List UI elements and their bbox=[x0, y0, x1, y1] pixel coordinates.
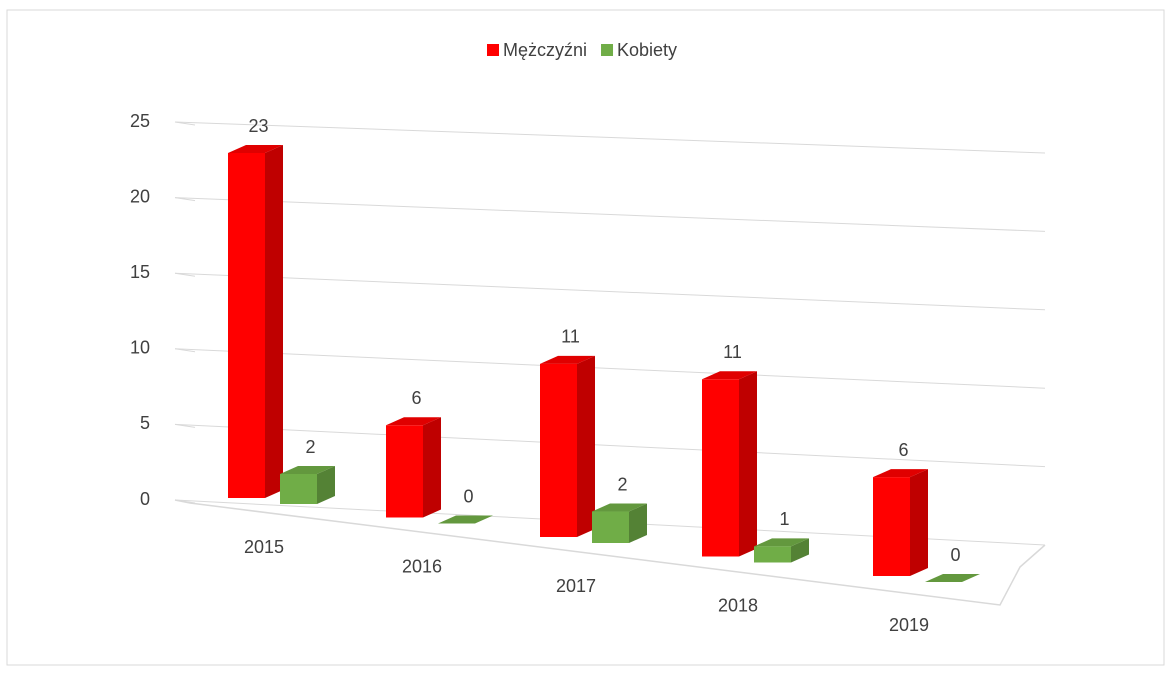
y-tick-label: 5 bbox=[140, 413, 150, 433]
side-wall-line bbox=[174, 423, 196, 428]
bar-side bbox=[423, 417, 441, 518]
bar-side bbox=[577, 355, 595, 537]
bar bbox=[702, 379, 739, 557]
bar-top bbox=[228, 145, 283, 153]
data-label: 11 bbox=[723, 342, 742, 362]
y-tick-label: 10 bbox=[130, 338, 150, 358]
side-wall-line bbox=[174, 197, 196, 202]
bar bbox=[754, 546, 791, 563]
bar-top bbox=[386, 417, 441, 426]
y-tick-label: 25 bbox=[130, 111, 150, 131]
bar bbox=[540, 363, 577, 537]
bar-top bbox=[438, 515, 493, 524]
bar-top bbox=[873, 469, 928, 478]
bar-top bbox=[754, 538, 809, 547]
bar-top bbox=[702, 371, 757, 380]
data-label: 2 bbox=[617, 474, 627, 494]
data-label: 11 bbox=[561, 327, 580, 347]
side-wall-line bbox=[174, 272, 196, 277]
bar bbox=[228, 153, 265, 498]
floor-edge bbox=[174, 499, 1046, 606]
x-tick-label: 2018 bbox=[718, 595, 758, 615]
data-label: 0 bbox=[950, 545, 960, 565]
grid-line bbox=[174, 348, 1046, 389]
bar bbox=[280, 474, 317, 504]
bar bbox=[592, 511, 629, 543]
bar-side bbox=[629, 503, 647, 543]
x-tick-label: 2016 bbox=[402, 556, 442, 576]
x-tick-label: 2015 bbox=[244, 537, 284, 557]
data-label: 1 bbox=[779, 509, 789, 529]
bar-side bbox=[739, 371, 757, 557]
bar bbox=[873, 477, 910, 576]
y-tick-label: 20 bbox=[130, 186, 150, 206]
data-label: 23 bbox=[248, 116, 268, 136]
grid-line bbox=[174, 121, 1046, 154]
grid-line bbox=[174, 272, 1046, 311]
side-wall-line bbox=[174, 121, 196, 126]
legend-swatch bbox=[601, 44, 614, 56]
chart-border bbox=[6, 9, 1165, 666]
data-label: 6 bbox=[411, 388, 421, 408]
grid-line bbox=[174, 423, 1046, 468]
bar-side bbox=[791, 538, 809, 563]
grid-line bbox=[174, 197, 1046, 232]
bar-top bbox=[540, 355, 595, 364]
legend-swatch bbox=[487, 44, 499, 56]
bar-top bbox=[925, 574, 980, 582]
bar-side bbox=[317, 466, 335, 504]
bar-top bbox=[592, 503, 647, 512]
legend-label: Kobiety bbox=[617, 40, 677, 60]
x-tick-label: 2019 bbox=[889, 615, 929, 635]
bar-top bbox=[280, 466, 335, 474]
x-tick-label: 2017 bbox=[556, 576, 596, 596]
side-wall-line bbox=[174, 348, 196, 353]
data-label: 2 bbox=[305, 437, 315, 457]
y-tick-label: 15 bbox=[130, 262, 150, 282]
bar-side bbox=[910, 469, 928, 576]
data-label: 0 bbox=[463, 486, 473, 506]
bar-side bbox=[265, 145, 283, 498]
bar bbox=[386, 425, 423, 518]
y-tick-label: 0 bbox=[140, 489, 150, 509]
data-label: 6 bbox=[898, 440, 908, 460]
legend-label: Mężczyźni bbox=[503, 40, 587, 60]
